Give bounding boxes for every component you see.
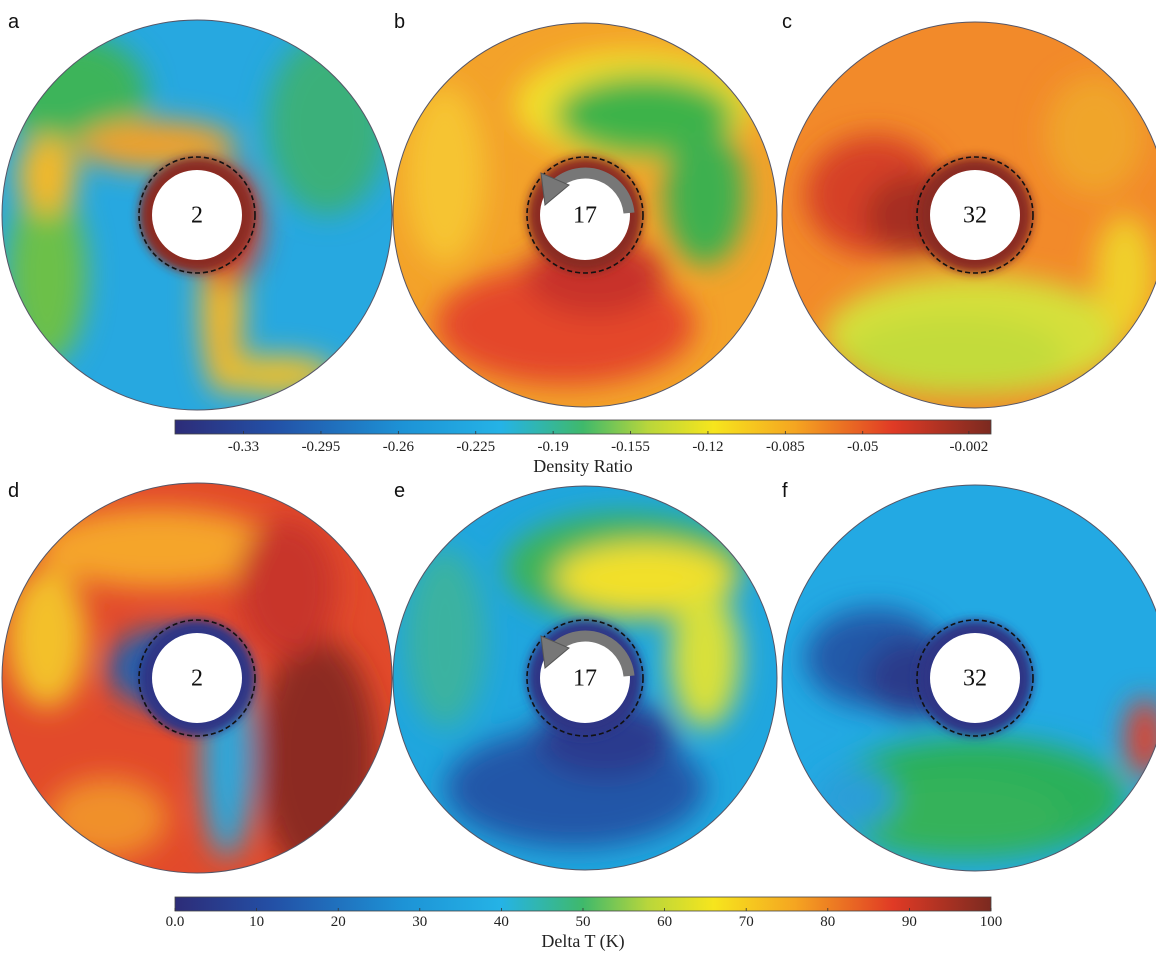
colorbar-tick-label: 0.0 xyxy=(166,914,185,930)
colorbar-tick-label: -0.05 xyxy=(847,439,878,455)
field-blob xyxy=(1095,215,1155,335)
panel-number: 32 xyxy=(963,666,987,692)
colorbar-tick-label: 80 xyxy=(820,914,835,930)
field-blob xyxy=(7,568,87,708)
colorbar-title: Density Ratio xyxy=(533,456,633,476)
field-blob xyxy=(217,355,337,395)
field-blob xyxy=(257,638,377,878)
panel-label: b xyxy=(394,11,405,33)
field-blob xyxy=(670,588,740,728)
colorbar-tick-label: 30 xyxy=(412,914,427,930)
panel-label: a xyxy=(8,11,20,33)
colorbar-tick-label: -0.002 xyxy=(950,439,989,455)
panel-label: f xyxy=(782,480,788,502)
colorbar-tick-label: 20 xyxy=(331,914,346,930)
panel-number: 2 xyxy=(191,666,203,692)
colorbar-tick-label: -0.225 xyxy=(456,439,495,455)
panel-number: 2 xyxy=(191,203,203,229)
colorbar-title: Delta T (K) xyxy=(541,931,624,952)
colorbar-tick-label: -0.295 xyxy=(302,439,341,455)
colorbar-tick-label: 70 xyxy=(739,914,754,930)
figure: a 2 b 17 c 32 d 2 e 17 f 32 -0.33 -0.295 -0.26 -0.225 -… xyxy=(0,0,1156,956)
colorbar-tick-label: -0.33 xyxy=(228,439,259,455)
colorbar-tick-label: -0.085 xyxy=(766,439,805,455)
colorbar-tick-label: 50 xyxy=(576,914,591,930)
field-blob xyxy=(267,35,387,215)
colorbar-tick-label: 40 xyxy=(494,914,509,930)
colorbar-tick-label: -0.155 xyxy=(611,439,650,455)
field-blob xyxy=(47,778,167,858)
panel-label: c xyxy=(782,11,792,33)
field-blob xyxy=(405,548,485,728)
field-blob xyxy=(1045,75,1145,195)
colorbar xyxy=(175,420,991,434)
panel-number: 17 xyxy=(573,203,597,229)
panel-number: 32 xyxy=(963,203,987,229)
field-blob xyxy=(405,85,485,265)
field-blob xyxy=(845,315,1065,395)
colorbar-tick-label: 90 xyxy=(902,914,917,930)
colorbar-tick-label: 60 xyxy=(657,914,672,930)
panel-label: e xyxy=(394,480,405,502)
colorbar-tick-label: -0.19 xyxy=(538,439,569,455)
field-blob xyxy=(665,125,745,265)
field-blob xyxy=(815,768,895,828)
field-blob xyxy=(237,518,337,658)
panel-label: d xyxy=(8,480,19,502)
colorbar-tick-label: 100 xyxy=(980,914,1003,930)
colorbar-tick-label: -0.12 xyxy=(692,439,723,455)
panel-number: 17 xyxy=(573,666,597,692)
colorbar-tick-label: -0.26 xyxy=(383,439,415,455)
colorbar-tick-label: 10 xyxy=(249,914,264,930)
field-blob xyxy=(17,135,77,215)
